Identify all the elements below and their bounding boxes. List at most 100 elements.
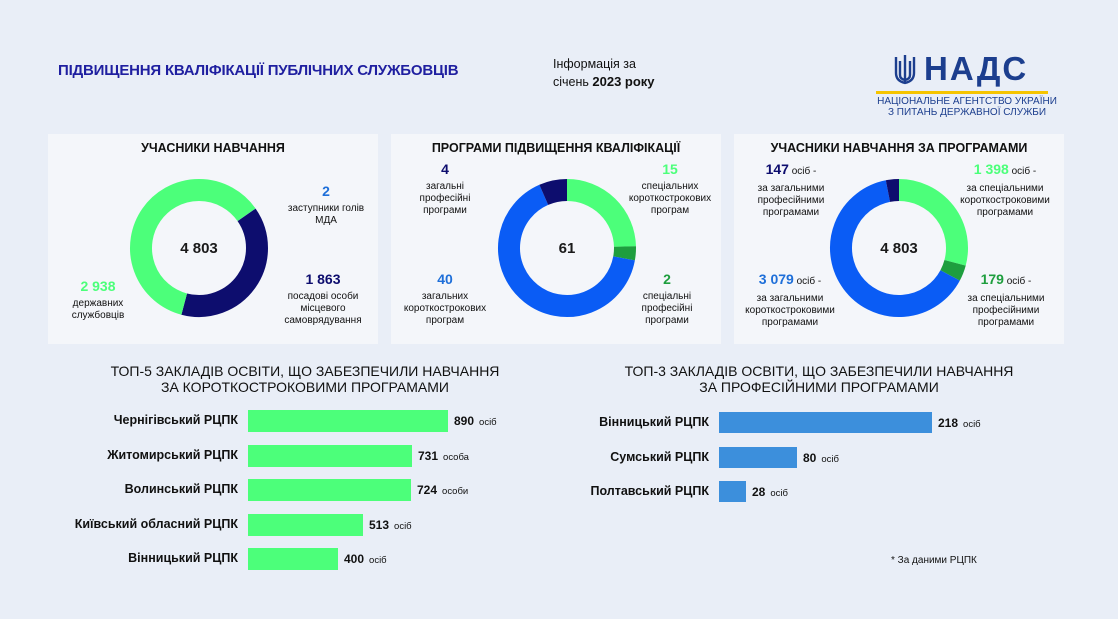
- by-program-special-prof-line1: за спеціальними: [967, 293, 1045, 304]
- top3-value-unit: осіб: [963, 419, 981, 430]
- top3-bar: [719, 446, 797, 468]
- general-prof-value: 4: [441, 161, 449, 177]
- programs-donut-chart: [498, 179, 636, 317]
- top5-category-label: Київський обласний РЦПК: [74, 516, 238, 531]
- by-program-general-short-line2: короткостроковими: [745, 305, 835, 316]
- programs-label-general-prof: 4 загальні професійні програми: [402, 161, 488, 217]
- programs-label-general-short: 40 загальних короткострокових програм: [395, 271, 495, 327]
- trident-icon: [894, 55, 916, 85]
- top3-title: ТОП-3 ЗАКЛАДІВ ОСВІТИ, ЩО ЗАБЕЗПЕЧИЛИ НА…: [594, 363, 1044, 395]
- by-program-special-short-unit: осіб -: [1008, 166, 1037, 177]
- report-period-line1: Інформація за: [553, 57, 636, 71]
- by-program-special-prof-line3: програмами: [977, 317, 1035, 328]
- civil-servants-label-line2: службовців: [71, 310, 125, 321]
- by-program-slice-4: [885, 179, 900, 202]
- by-program-general-prof-line2: професійними: [757, 195, 825, 206]
- top5-value-number: 724: [417, 483, 438, 497]
- by-program-special-short-line2: короткостроковими: [960, 195, 1050, 206]
- general-prof-label-line2: професійні: [419, 193, 471, 204]
- local-officials-label-line3: самоврядування: [284, 315, 362, 326]
- deputy-label-line2: МДА: [315, 215, 337, 226]
- top5-value-number: 890: [454, 414, 475, 428]
- special-prof-label-line2: професійні: [641, 303, 693, 314]
- civil-servants-value: 2 938: [80, 278, 116, 294]
- special-prof-label-line1: спеціальні: [642, 291, 692, 302]
- programs-label-special-prof: 2 спеціальні професійні програми: [627, 271, 707, 327]
- by-program-special-short-line1: за спеціальними: [966, 183, 1044, 194]
- by-program-special-prof-line2: професійними: [972, 305, 1040, 316]
- by-program-slice-3: [830, 180, 960, 317]
- general-short-label-line2: короткострокових: [403, 303, 487, 314]
- participants-donut-group: [130, 179, 268, 317]
- top5-category-label: Вінницький РЦПК: [128, 551, 238, 565]
- logo-divider: [876, 91, 1048, 94]
- top3-value-number: 28: [752, 485, 766, 499]
- top5-bar: [248, 548, 338, 570]
- top5-bar: [248, 444, 412, 467]
- top5-value-number: 513: [369, 517, 390, 532]
- page-title: ПІДВИЩЕННЯ КВАЛІФІКАЦІЇ ПУБЛІЧНИХ СЛУЖБО…: [58, 62, 459, 79]
- top3-bar: [719, 412, 932, 433]
- participants-slice-3: [130, 179, 256, 315]
- top5-title-line1: ТОП-5 ЗАКЛАДІВ ОСВІТИ, ЩО ЗАБЕЗПЕЧИЛИ НА…: [110, 363, 500, 379]
- by-program-general-short-line3: програмами: [761, 317, 819, 328]
- participants-label-local: 1 863 посадові особи місцевого самовряду…: [270, 271, 376, 327]
- programs-slice-1: [566, 179, 636, 248]
- participants-label-civil: 2 938 державних службовців: [56, 278, 140, 322]
- by-program-general-prof-unit: осіб -: [788, 166, 817, 177]
- top5-category-label: Чернігівський РЦПК: [113, 413, 238, 427]
- local-officials-value: 1 863: [305, 271, 341, 287]
- by-program-general-prof-line1: за загальними: [757, 183, 825, 194]
- deputy-label-line1: заступники голів: [287, 203, 365, 214]
- top3-category-label: Сумський РЦПК: [610, 449, 709, 464]
- participants-donut-chart: [130, 179, 268, 317]
- general-short-label-line1: загальних: [421, 291, 469, 302]
- special-short-label-line1: спеціальних: [641, 181, 699, 192]
- by-program-special-short-head: 1 398 осіб -: [950, 161, 1060, 179]
- participants-label-deputy: 2 заступники голів МДА: [270, 183, 382, 227]
- special-short-value: 15: [662, 161, 678, 177]
- programs-slice-4: [539, 179, 568, 206]
- logo-subtitle-line2: З ПИТАНЬ ДЕРЖАВНОЇ СЛУЖБИ: [887, 107, 1047, 118]
- by-program-slice-1: [898, 179, 968, 266]
- by-program-general-short-head: 3 079 осіб -: [736, 271, 844, 289]
- by-program-special-short-value: 1 398: [973, 161, 1009, 177]
- top3-bar: [719, 481, 746, 502]
- by-program-special-prof-value: 179: [980, 271, 1004, 287]
- local-officials-label-line1: посадові особи: [287, 291, 359, 302]
- top5-value-unit: особа: [443, 451, 469, 463]
- logo-subtitle-line1: НАЦІОНАЛЬНЕ АГЕНТСТВО УКРАЇНИ: [877, 96, 1057, 107]
- top5-category-label: Житомирський РЦПК: [107, 447, 238, 462]
- by-program-general-prof-line3: програмами: [762, 207, 820, 218]
- general-short-value: 40: [437, 271, 453, 287]
- source-note: * За даними РЦПК: [891, 555, 977, 566]
- by-program-general-short-unit: осіб -: [793, 276, 822, 287]
- report-period: Інформація за січень 2023 року: [553, 56, 655, 91]
- top3-category-label: Вінницький РЦПК: [599, 415, 709, 429]
- top5-value-label: 731 особа: [418, 449, 469, 463]
- special-prof-label-line3: програми: [645, 315, 689, 326]
- participants-by-program-panel-title: УЧАСНИКИ НАВЧАННЯ ЗА ПРОГРАМАМИ: [770, 141, 1028, 155]
- report-year: 2023 року: [592, 74, 655, 89]
- top5-value-number: 400: [344, 552, 365, 566]
- by-program-special-prof-unit: осіб -: [1003, 276, 1032, 287]
- by-program-general-prof-head: 147 осіб -: [738, 161, 844, 179]
- top5-value-unit: осіб: [394, 520, 412, 532]
- report-month: січень: [553, 75, 593, 89]
- logo-text: НАДС: [924, 50, 1029, 87]
- special-short-label-line2: короткострокових: [628, 193, 712, 204]
- top3-title-line2: ЗА ПРОФЕСІЙНИМИ ПРОГРАМАМИ: [699, 379, 939, 395]
- top5-bar: [248, 410, 448, 432]
- top5-value-label: 724 особи: [417, 483, 468, 497]
- top5-bar: [248, 513, 363, 536]
- top3-category-label: Полтавський РЦПК: [590, 484, 709, 498]
- by-program-label-special-short: 1 398 осіб - за спеціальними короткостро…: [950, 161, 1060, 219]
- top5-value-unit: особи: [442, 486, 469, 497]
- top5-bar: [248, 479, 411, 501]
- top3-value-number: 218: [938, 416, 959, 430]
- programs-slice-2: [613, 246, 636, 261]
- participants-by-program-total: 4 803: [880, 240, 918, 257]
- top3-value-unit: осіб: [821, 453, 839, 465]
- top5-category-label: Волинський РЦПК: [124, 482, 238, 496]
- participants-total: 4 803: [180, 240, 218, 257]
